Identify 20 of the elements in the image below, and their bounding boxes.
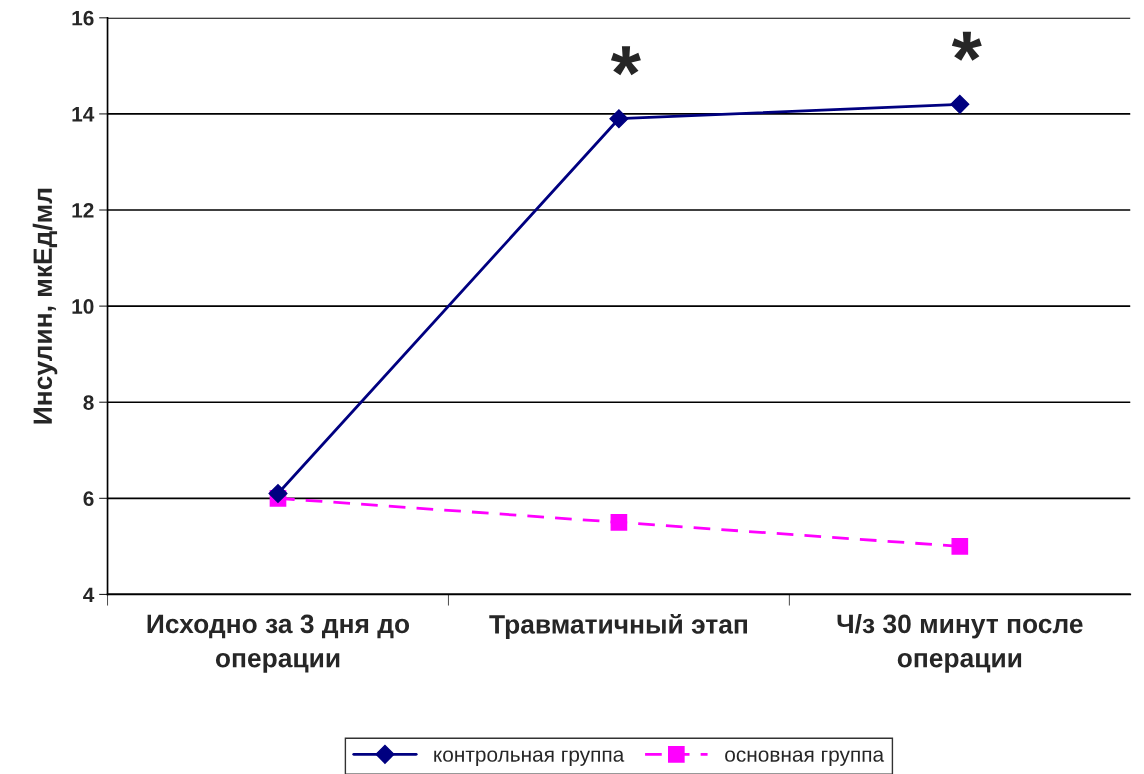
y-tick-label: 12 <box>72 203 94 218</box>
annotation: * <box>610 46 641 76</box>
y-tick-label: 6 <box>83 491 94 507</box>
y-tick-label: 10 <box>72 299 94 314</box>
x-tick-label: Исходно за 3 дня до операции <box>147 614 410 673</box>
point <box>268 483 288 504</box>
annotation: * <box>951 31 982 61</box>
x-tick-label: Травматичный этап <box>489 613 747 639</box>
y-tick-label: 16 <box>72 10 94 26</box>
point <box>610 514 628 531</box>
y-tick-label: 4 <box>83 587 95 602</box>
y-tick-label: 14 <box>72 107 95 122</box>
point <box>609 109 629 129</box>
point <box>950 94 970 114</box>
legend-label: контрольная группа <box>434 750 625 766</box>
point <box>951 538 969 555</box>
y-tick-label: 8 <box>83 395 94 410</box>
x-tick-label: Ч/з 30 минут после операции <box>837 613 1083 673</box>
y-axis-title: Инсулин, мкЕд/мл <box>32 188 58 424</box>
legend-label: основная группа <box>725 750 885 766</box>
